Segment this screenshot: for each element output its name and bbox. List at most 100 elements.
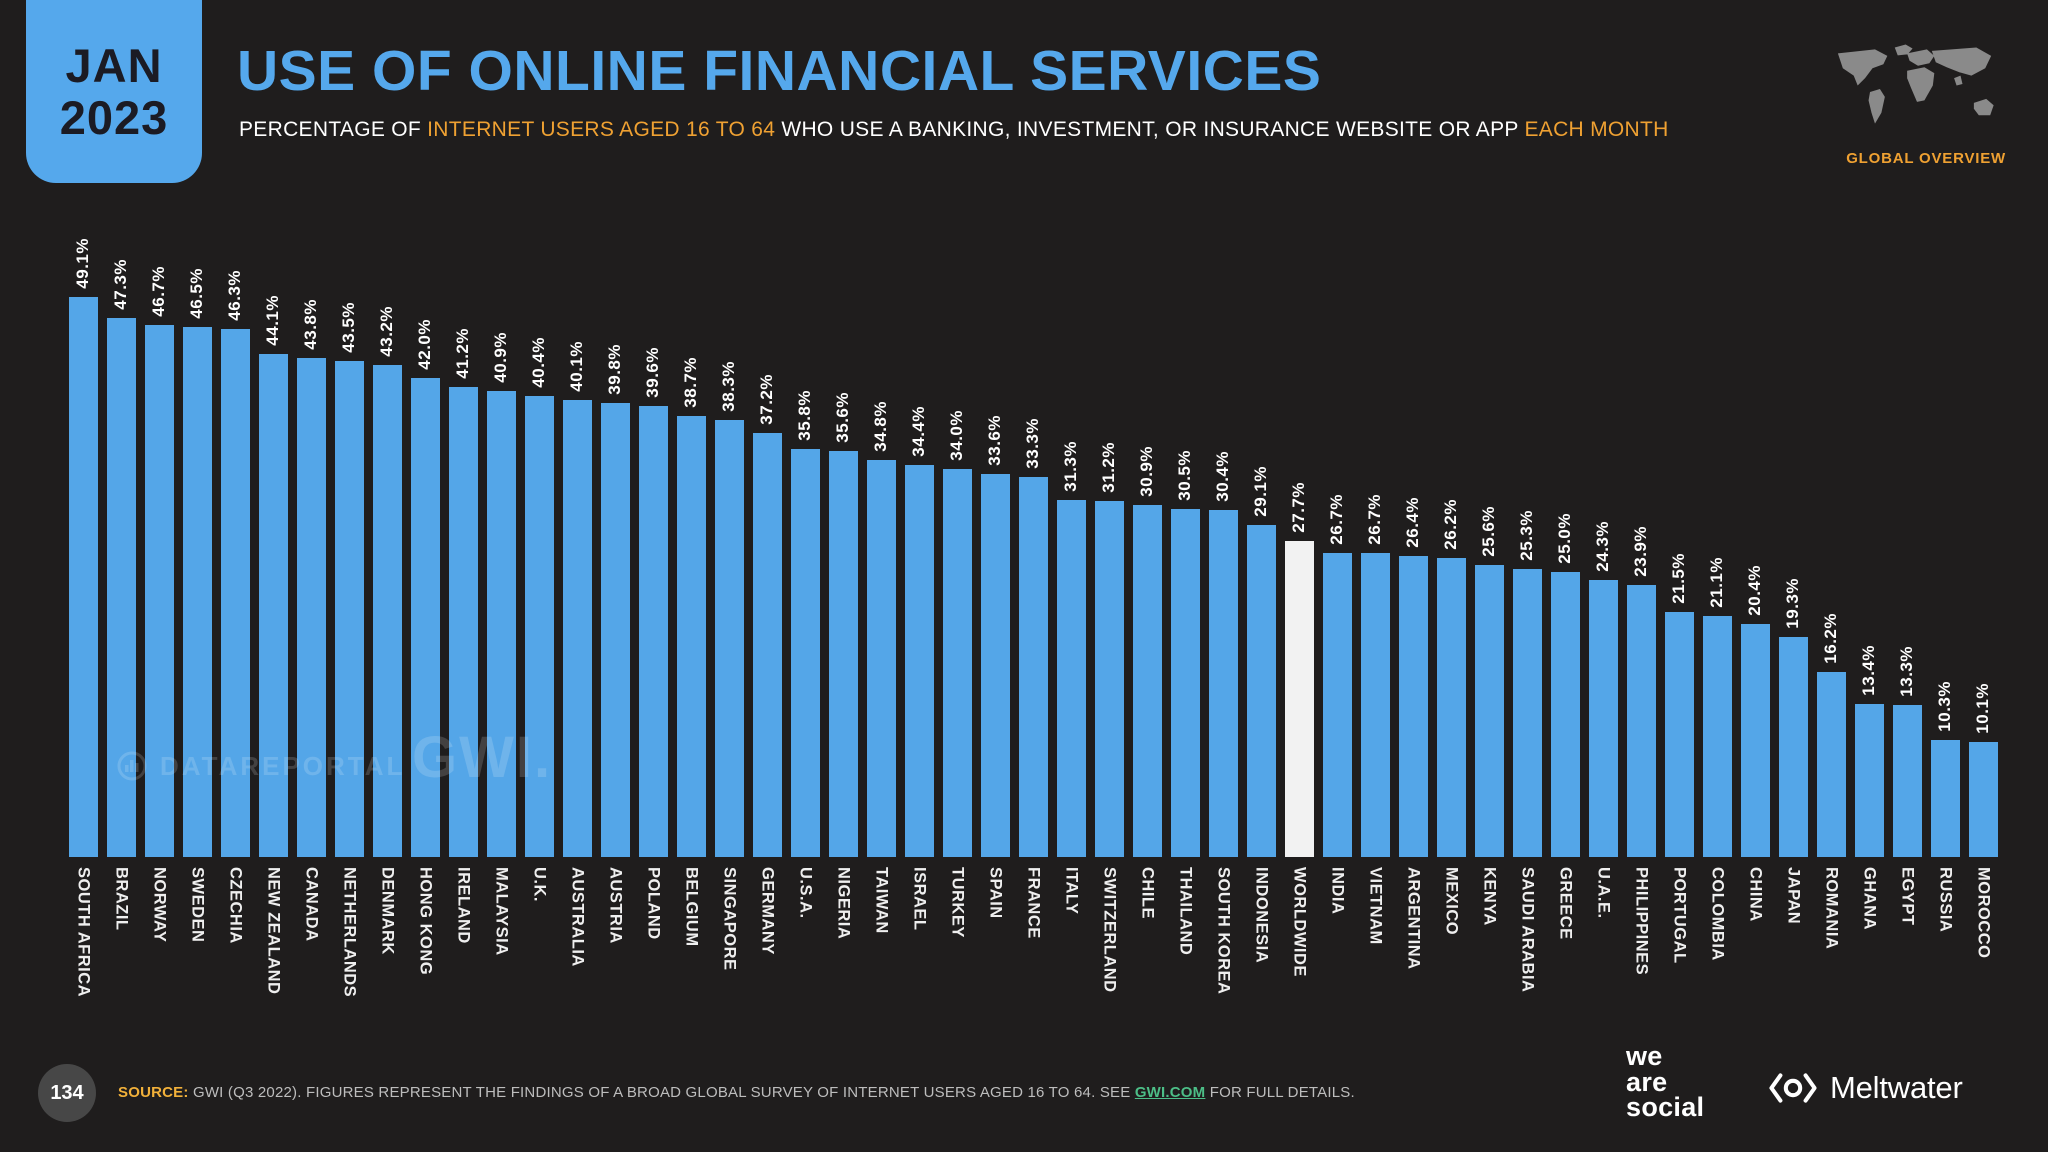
page-number: 134 xyxy=(50,1081,84,1104)
bar-value-label: 46.3% xyxy=(225,270,244,321)
bar-column-south-africa: 49.1% SOUTH AFRICA xyxy=(64,217,102,997)
bar-value-label: 21.1% xyxy=(1707,557,1726,608)
bar-column-canada: 43.8% CANADA xyxy=(292,217,330,942)
we-are-social-line2: are xyxy=(1626,1066,1668,1097)
bar xyxy=(1550,572,1580,857)
subtitle-highlight: INTERNET USERS AGED 16 TO 64 xyxy=(427,118,776,141)
bar-category-label: ITALY xyxy=(1062,867,1081,915)
bar-column-turkey: 34.0% TURKEY xyxy=(938,217,976,938)
bar-column-sweden: 46.5% SWEDEN xyxy=(178,217,216,942)
date-month: JAN xyxy=(65,38,163,92)
bar-category-label: BELGIUM xyxy=(682,867,701,947)
bar-category-label: CHILE xyxy=(1138,867,1157,919)
source-line: SOURCE: GWI (Q3 2022). FIGURES REPRESENT… xyxy=(118,1084,1355,1101)
source-link[interactable]: GWI.COM xyxy=(1134,1084,1206,1101)
bar-value-label: 23.9% xyxy=(1631,526,1650,577)
bar xyxy=(1360,553,1390,857)
bar-column-portugal: 21.5% PORTUGAL xyxy=(1660,217,1698,964)
bar-value-label: 37.2% xyxy=(757,374,776,425)
bar-column-brazil: 47.3% BRAZIL xyxy=(102,217,140,931)
bar-category-label: MALAYSIA xyxy=(492,867,511,956)
bar-column-japan: 19.3% JAPAN xyxy=(1774,217,1812,924)
bar-category-label: PORTUGAL xyxy=(1670,867,1689,964)
bar-column-belgium: 38.7% BELGIUM xyxy=(672,217,710,947)
bar-value-label: 39.8% xyxy=(605,344,624,395)
bar-category-label: PHILIPPINES xyxy=(1632,867,1651,976)
bar-column-taiwan: 34.8% TAIWAN xyxy=(862,217,900,934)
bar xyxy=(1664,612,1694,857)
bar-value-label: 46.7% xyxy=(149,266,168,317)
bar xyxy=(1170,509,1200,857)
bar-category-label: MOROCCO xyxy=(1974,867,1993,959)
bar-category-label: GREECE xyxy=(1556,867,1575,940)
bar xyxy=(1626,585,1656,857)
bar xyxy=(600,403,630,857)
datareportal-logo-icon xyxy=(117,751,147,781)
bar-value-label: 20.4% xyxy=(1745,565,1764,616)
bar-category-label: NORWAY xyxy=(150,867,169,943)
bar xyxy=(220,329,250,857)
bar xyxy=(1322,553,1352,857)
bar-value-label: 27.7% xyxy=(1289,482,1308,533)
bar-category-label: CANADA xyxy=(302,867,321,942)
bar-column-new-zealand: 44.1% NEW ZEALAND xyxy=(254,217,292,994)
bar-column-vietnam: 26.7% VIETNAM xyxy=(1356,217,1394,945)
subtitle: PERCENTAGE OF INTERNET USERS AGED 16 TO … xyxy=(239,118,1669,142)
bar-column-saudi-arabia: 25.3% SAUDI ARABIA xyxy=(1508,217,1546,992)
bar xyxy=(1892,705,1922,857)
bar-category-label: CZECHIA xyxy=(226,867,245,944)
source-label: SOURCE: xyxy=(118,1084,189,1101)
bar-value-label: 33.3% xyxy=(1023,418,1042,469)
bar-category-label: RUSSIA xyxy=(1936,867,1955,933)
bar-category-label: CHINA xyxy=(1746,867,1765,922)
we-are-social-logo: we are social xyxy=(1626,1041,1705,1123)
bar-category-label: DENMARK xyxy=(378,867,397,955)
we-are-social-line1: we xyxy=(1626,1041,1663,1071)
bar-column-spain: 33.6% SPAIN xyxy=(976,217,1014,919)
bar-value-label: 29.1% xyxy=(1251,466,1270,517)
source-text: FOR FULL DETAILS. xyxy=(1205,1084,1355,1101)
bar-category-label: SWITZERLAND xyxy=(1100,867,1119,993)
bar-value-label: 30.5% xyxy=(1175,450,1194,501)
bar xyxy=(1930,740,1960,857)
bar-column-austria: 39.8% AUSTRIA xyxy=(596,217,634,944)
bar xyxy=(1740,624,1770,857)
bar-value-label: 44.1% xyxy=(263,295,282,346)
bar-value-label: 16.2% xyxy=(1821,613,1840,664)
bar-column-u-s-a: 35.8% U.S.A. xyxy=(786,217,824,919)
bar-value-label: 26.4% xyxy=(1403,497,1422,548)
bar-column-malaysia: 40.9% MALAYSIA xyxy=(482,217,520,956)
bar-column-netherlands: 43.5% NETHERLANDS xyxy=(330,217,368,997)
bar-column-greece: 25.0% GREECE xyxy=(1546,217,1584,940)
bar-column-u-k: 40.4% U.K. xyxy=(520,217,558,902)
bar-value-label: 47.3% xyxy=(111,259,130,310)
bar xyxy=(182,327,212,857)
bar-column-romania: 16.2% ROMANIA xyxy=(1812,217,1850,949)
bar xyxy=(524,396,554,857)
bar-column-china: 20.4% CHINA xyxy=(1736,217,1774,922)
subtitle-text: WHO USE A BANKING, INVESTMENT, OR INSURA… xyxy=(775,118,1525,141)
bar-highlight xyxy=(1284,541,1314,857)
bar-category-label: BRAZIL xyxy=(112,867,131,931)
bar-category-label: MEXICO xyxy=(1442,867,1461,936)
bar xyxy=(1208,510,1238,857)
bar xyxy=(1588,580,1618,857)
we-are-social-line3: social xyxy=(1626,1092,1705,1123)
bar xyxy=(258,354,288,857)
bar-column-mexico: 26.2% MEXICO xyxy=(1432,217,1470,935)
page-number-badge: 134 xyxy=(38,1064,96,1122)
bar xyxy=(1778,637,1808,857)
bar-category-label: POLAND xyxy=(644,867,663,940)
bar xyxy=(1474,565,1504,857)
bar-column-philippines: 23.9% PHILIPPINES xyxy=(1622,217,1660,975)
bar-category-label: NETHERLANDS xyxy=(340,867,359,998)
bar-category-label: GERMANY xyxy=(758,867,777,955)
bar xyxy=(714,420,744,857)
bar-column-czechia: 46.3% CZECHIA xyxy=(216,217,254,944)
bar-column-morocco: 10.1% MOROCCO xyxy=(1964,217,2002,959)
bar xyxy=(1702,616,1732,857)
bar xyxy=(1816,672,1846,857)
bar-category-label: TAIWAN xyxy=(872,867,891,934)
bar-category-label: U.A.E. xyxy=(1594,867,1613,919)
bar xyxy=(448,387,478,857)
